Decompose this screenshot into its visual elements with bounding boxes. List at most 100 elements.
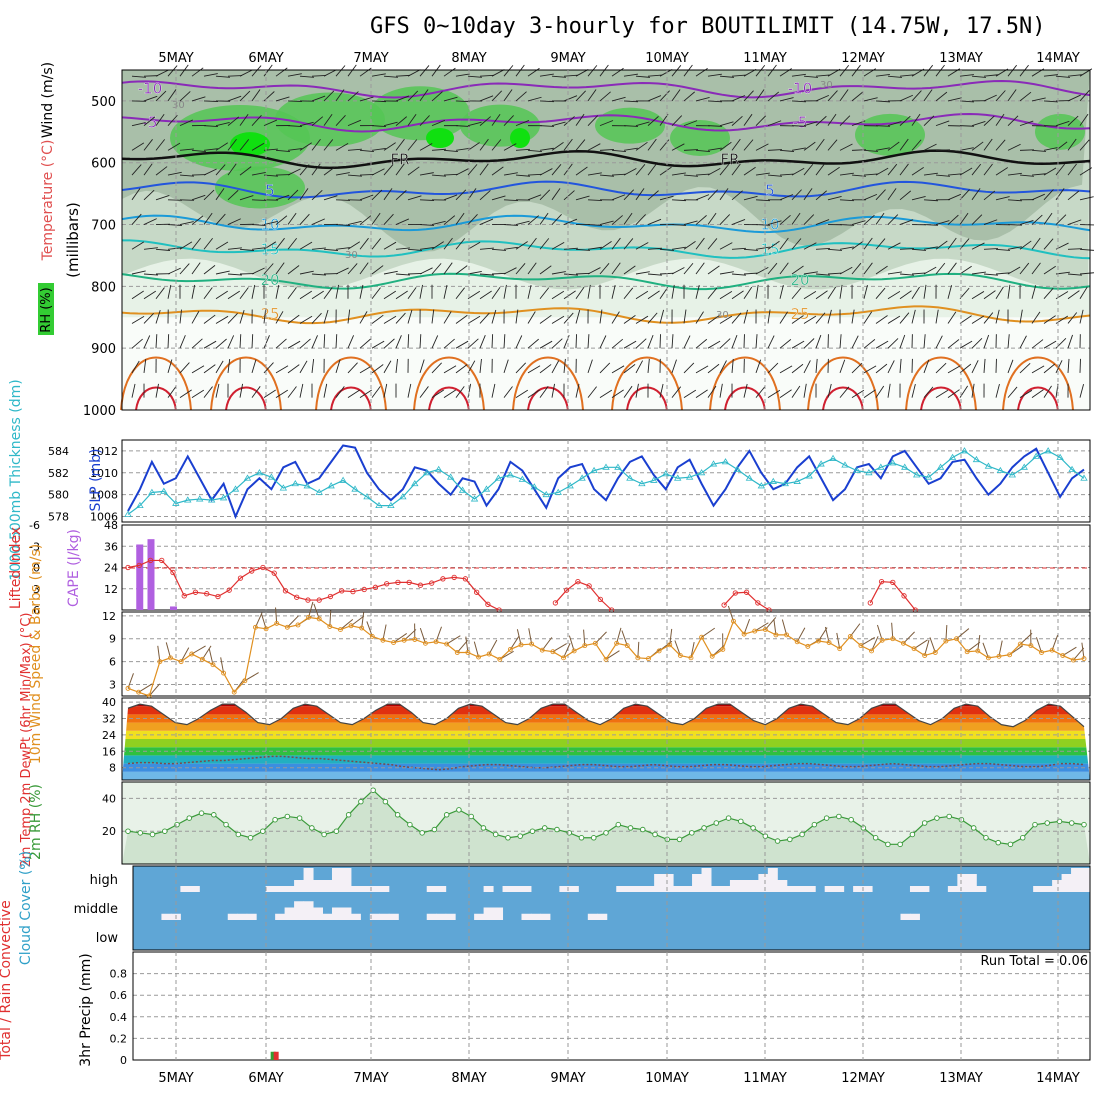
wind-barb: [995, 286, 1004, 299]
wind-barb: [382, 624, 387, 641]
wind-speed-point: [476, 654, 481, 660]
wind-barb: [157, 645, 161, 662]
wind-barb: [587, 89, 597, 102]
wind-speed-point: [837, 646, 843, 652]
wind-barb: [983, 273, 998, 276]
isotherm-35-loop: [1017, 386, 1059, 411]
wind-barb: [347, 335, 355, 349]
wind-barb: [851, 389, 865, 399]
wind-speed-point: [847, 633, 853, 639]
wind-speed-point: [199, 656, 205, 662]
rh2m-point: [333, 828, 340, 834]
wind-speed-point: [890, 636, 896, 642]
wind-barb: [695, 237, 705, 250]
wind-barb: [203, 212, 213, 225]
wind-barb: [611, 149, 626, 152]
date-label-top: 9MAY: [550, 51, 585, 66]
wind-barb: [1043, 363, 1056, 374]
isotherm-line: [121, 305, 1091, 325]
wind-barb: [488, 639, 498, 655]
wind-barb: [839, 199, 855, 202]
wind-barb: [683, 262, 694, 275]
wind-barb: [983, 94, 997, 102]
slp-ytick: 1006: [90, 511, 118, 524]
wind-frame: [121, 611, 1091, 697]
wind-barb: [815, 358, 818, 373]
wind-barb: [479, 335, 486, 349]
cloud-high-bar: [436, 886, 447, 892]
rh2m-point: [848, 816, 854, 823]
wind-barb: [659, 334, 661, 349]
wind-barb: [743, 139, 754, 151]
thickness-point: [351, 485, 359, 492]
wind-barb: [371, 148, 386, 151]
wind-barb: [299, 315, 313, 324]
wind-barb: [299, 270, 314, 275]
temp-ytick: 24: [102, 729, 116, 742]
wind-barb: [167, 334, 170, 349]
wind-barb: [311, 95, 326, 102]
rh2m-point: [811, 821, 818, 828]
wind-barb: [1031, 285, 1037, 299]
wind-barb: [227, 335, 235, 349]
cloud-high-bar: [862, 886, 873, 892]
isotherm-label: FR: [720, 151, 739, 169]
wind-barb: [983, 190, 996, 201]
wind-barb: [1031, 339, 1044, 349]
wind-barb: [621, 630, 628, 646]
lifted-ytick: 6: [33, 604, 40, 617]
wind-barb: [935, 220, 950, 225]
wind-barb: [983, 74, 998, 77]
wind-barb: [671, 115, 683, 126]
wind-barb: [815, 312, 826, 324]
wind-barb: [491, 113, 501, 126]
temp-ylabel: 2m Temp 2m DewPt (6hr Min/Max) (°C): [19, 613, 34, 868]
wind-barb: [167, 114, 178, 126]
thickness-point: [805, 472, 813, 479]
wind-barb: [839, 143, 853, 151]
wind-barb: [515, 148, 530, 151]
wind-barb: [827, 272, 842, 275]
wind-barb: [143, 358, 147, 373]
wind-barb: [719, 360, 727, 374]
wind-barb: [611, 338, 624, 349]
wind-barb: [971, 383, 975, 398]
wind-barb: [227, 218, 241, 225]
temp-frame: [121, 697, 1091, 781]
wind-barb: [287, 100, 303, 103]
wind-barb: [179, 362, 190, 374]
wind-barb: [371, 189, 383, 201]
wind-barb: [208, 648, 214, 665]
thickness-point: [673, 474, 682, 481]
isotherm-label: 25: [260, 305, 279, 323]
wind-barb: [203, 168, 217, 176]
wind-barb: [743, 618, 751, 635]
cape-bar: [147, 539, 155, 610]
wind-speed-point: [1028, 643, 1034, 649]
wind-barb: [719, 271, 734, 275]
wind-barb: [875, 363, 888, 374]
wind-barb: [131, 290, 144, 300]
thickness-point: [745, 474, 754, 481]
wind-barb: [491, 272, 507, 275]
wind-barb: [587, 172, 602, 176]
wind-barb: [755, 172, 770, 176]
wind-barb: [503, 267, 517, 275]
wind-barb: [1019, 174, 1034, 177]
wind-barb: [779, 338, 792, 349]
wind-barb: [1055, 163, 1066, 176]
wind-barb: [323, 90, 335, 102]
wind-speed-point: [1039, 650, 1044, 655]
lifted-index-point: [282, 588, 289, 594]
wind-barb: [443, 96, 458, 102]
wind-barb: [479, 163, 489, 176]
wind-barb: [446, 635, 461, 645]
lifted-index-point: [294, 594, 300, 600]
wind-barb: [683, 335, 691, 349]
wind-barb: [1079, 196, 1094, 201]
thickness-point: [1020, 463, 1028, 470]
wind-barb: [899, 163, 909, 176]
rh2m-point: [652, 831, 658, 838]
cloud-high-bar: [720, 886, 731, 892]
rh2m-point: [382, 798, 389, 805]
